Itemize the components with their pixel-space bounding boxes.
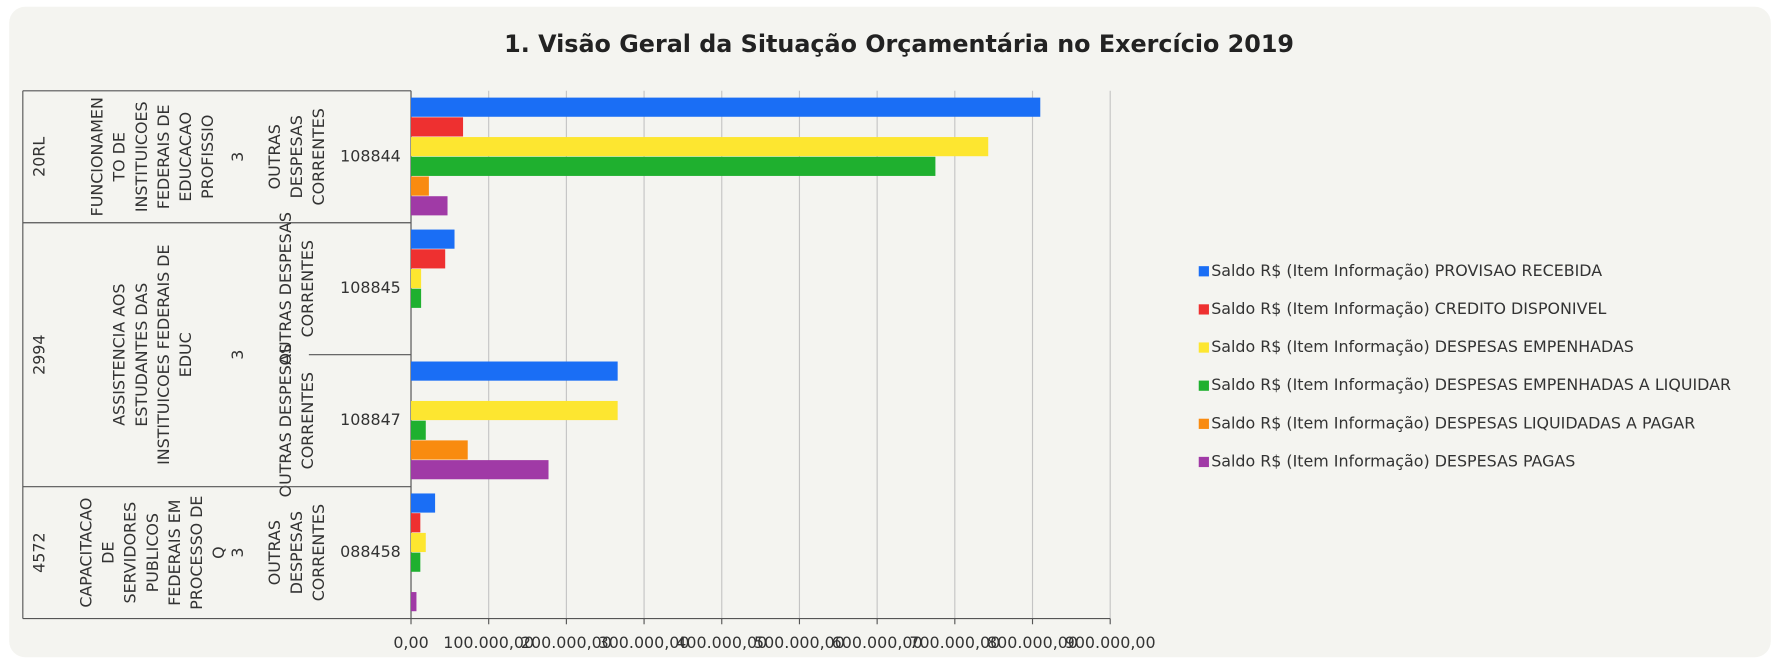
group-description: PROCESSO DE [187,496,206,610]
group-code: 4572 [29,532,48,572]
legend-label: Saldo R$ (Item Informação) DESPESAS EMPE… [1211,375,1731,394]
group-code: 2994 [29,334,48,374]
group-description: CAPACITACAO [76,498,95,608]
bar [411,288,422,308]
y-tick-label: 108847 [340,410,401,429]
x-tick-label: 600.000,00 [832,633,923,652]
x-tick-label: 100.000,00 [443,633,534,652]
bar [411,513,421,533]
group-description: EDUC [176,332,195,377]
bar [411,420,426,440]
group-description: ESTUDANTES DAS [132,283,151,427]
legend-swatch [1198,380,1209,391]
group-description: SERVIDORES [121,502,140,604]
group-description: INSTITUICOES [132,101,151,212]
legend-swatch [1198,418,1209,429]
nature-label: CORRENTES [298,372,317,469]
bar [411,552,421,572]
bar [411,137,989,157]
group-description: Q [209,546,228,559]
x-tick-label: 300.000,00 [599,633,690,652]
chart-title: 1. Visão Geral da Situação Orçamentária … [504,30,1294,58]
bar [411,493,436,513]
group-description: INSTITUICOES FEDERAIS DE [154,244,173,464]
x-tick-label: 700.000,00 [909,633,1000,652]
x-tick-label: 400.000,00 [676,633,767,652]
legend-label: Saldo R$ (Item Informação) PROVISAO RECE… [1211,261,1602,280]
group-description: TO DE [110,132,129,183]
group-sub: 3 [228,152,247,162]
legend-label: Saldo R$ (Item Informação) DESPESAS EMPE… [1211,337,1634,356]
bar [411,440,468,460]
bar [411,532,426,553]
x-tick-label: 800.000,00 [987,633,1078,652]
x-tick-label: 200.000,00 [521,633,612,652]
nature-label: OUTRAS DESPESAS [276,212,295,365]
group-description: PROFISSIO [198,115,217,199]
bar [411,592,417,612]
y-tick-label: 108845 [340,278,401,297]
nature-label: OUTRAS [265,520,284,585]
nature-label: DESPESAS [287,511,306,594]
group-description: FUNCIONAMEN [88,97,107,216]
bar [411,460,549,480]
legend-swatch [1198,266,1209,277]
bar [411,249,446,269]
bar [411,361,618,381]
legend-label: Saldo R$ (Item Informação) DESPESAS LIQU… [1211,413,1695,432]
legend-swatch [1198,304,1209,315]
x-tick-label: 500.000,00 [754,633,845,652]
bar [411,176,429,196]
group-description: EDUCACAO [176,112,195,202]
nature-label: OUTRAS [265,124,284,189]
bar [411,196,448,216]
bar [411,229,455,249]
legend-swatch [1198,456,1209,468]
legend-label: Saldo R$ (Item Informação) CREDITO DISPO… [1211,299,1606,318]
y-tick-label: 088458 [340,542,401,561]
x-tick-label: 0,00 [393,633,428,652]
legend-label: Saldo R$ (Item Informação) DESPESAS PAGA… [1211,451,1575,470]
bar [411,117,464,137]
nature-label: OUTRAS DESPESAS [276,344,295,497]
nature-label: CORRENTES [309,504,328,601]
group-description: PUBLICOS [143,513,162,592]
y-tick-label: 108844 [340,146,401,165]
bar [411,97,1041,117]
group-description: FEDERAIS DE [154,104,173,209]
group-sub: 3 [228,548,247,558]
nature-label: CORRENTES [298,240,317,337]
x-tick-label: 900.000,00 [1065,633,1156,652]
group-sub: 3 [228,350,247,360]
group-description: ASSISTENCIA AOS [110,284,129,426]
legend-swatch [1198,342,1209,353]
group-description: DE [99,541,118,563]
bar [411,269,422,289]
group-description: FEDERAIS EM [165,500,184,606]
bar [411,400,618,421]
group-code: 20RL [29,137,48,177]
nature-label: CORRENTES [309,108,328,205]
nature-label: DESPESAS [287,115,306,198]
bar [411,156,936,176]
